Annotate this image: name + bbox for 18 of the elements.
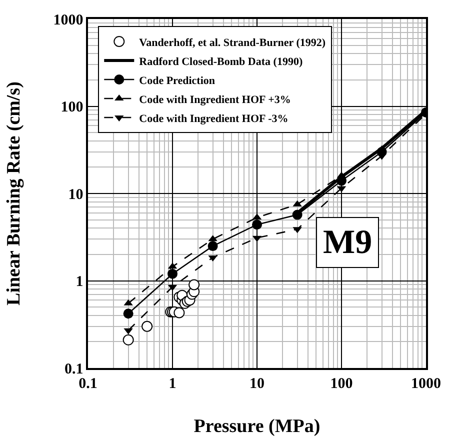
x-tick-label: 10 (250, 376, 264, 392)
x-tick-label: 0.1 (78, 376, 98, 392)
legend-label: Code Prediction (139, 74, 216, 87)
legend-label: Vanderhoff, et al. Strand-Burner (1992) (139, 36, 326, 49)
legend-label: Code with Ingredient HOF -3% (139, 112, 288, 125)
y-tick-label: 0.1 (64, 361, 84, 378)
legend-label: Radford Closed-Bomb Data (1990) (139, 56, 303, 68)
x-tick-label: 1000 (411, 376, 441, 392)
x-tick-label: 100 (330, 376, 353, 392)
y-axis-title: Linear Burning Rate (cm/s) (4, 82, 25, 306)
x-tick-label: 1 (168, 376, 176, 392)
y-tick-label: 1 (76, 274, 84, 290)
annotation: M9 (323, 224, 372, 261)
x-axis-title: Pressure (MPa) (194, 416, 320, 438)
y-tick-label: 10 (68, 186, 84, 203)
y-tick-label: 1000 (53, 12, 84, 28)
y-tick-label: 100 (60, 100, 84, 116)
legend-label: Code with Ingredient HOF +3% (139, 94, 291, 106)
